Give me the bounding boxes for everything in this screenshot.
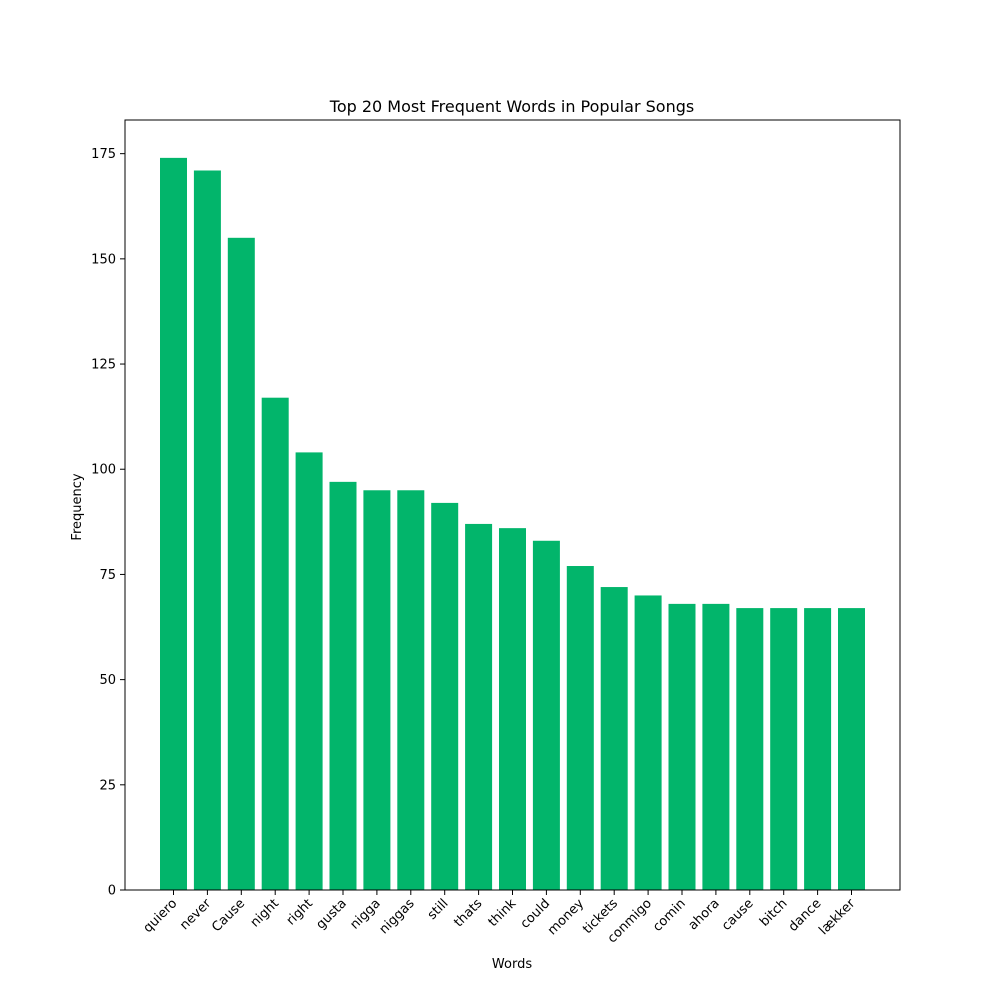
bar-gusta [329, 481, 357, 890]
bar-never [193, 170, 221, 891]
bar-could [532, 540, 560, 890]
bar-thats [465, 523, 493, 890]
y-tick-label: 50 [99, 673, 116, 688]
bar-night [261, 397, 289, 890]
bar-cause [736, 608, 764, 890]
y-axis-label: Frequency [70, 473, 85, 540]
bar-think [499, 528, 526, 890]
bars-group [160, 157, 865, 891]
chart-title: Top 20 Most Frequent Words in Popular So… [329, 97, 694, 116]
y-tick-label: 100 [91, 463, 116, 478]
y-tick-label: 75 [99, 568, 116, 583]
y-tick-label: 125 [91, 358, 116, 373]
bar-tickets [600, 587, 628, 890]
bar-lækker [838, 608, 865, 890]
x-axis-label: Words [492, 957, 532, 972]
bar-quiero [160, 157, 187, 890]
y-tick-label: 150 [91, 252, 116, 267]
bar-right [295, 452, 323, 890]
y-tick-label: 175 [91, 147, 116, 162]
y-tick-label: 25 [99, 778, 116, 793]
bar-niggas [397, 490, 425, 890]
bar-still [431, 502, 459, 890]
bar-comin [668, 603, 696, 890]
bar-conmigo [634, 595, 662, 890]
bar-bitch [770, 608, 798, 890]
bar-Cause [227, 237, 255, 890]
bar-ahora [702, 603, 730, 890]
bar-nigga [363, 490, 391, 890]
y-axis: 0 25 50 75 100 125 150 175 [91, 147, 125, 899]
bar-money [566, 566, 594, 890]
y-tick-label: 0 [108, 884, 116, 899]
bar-dance [804, 608, 832, 890]
